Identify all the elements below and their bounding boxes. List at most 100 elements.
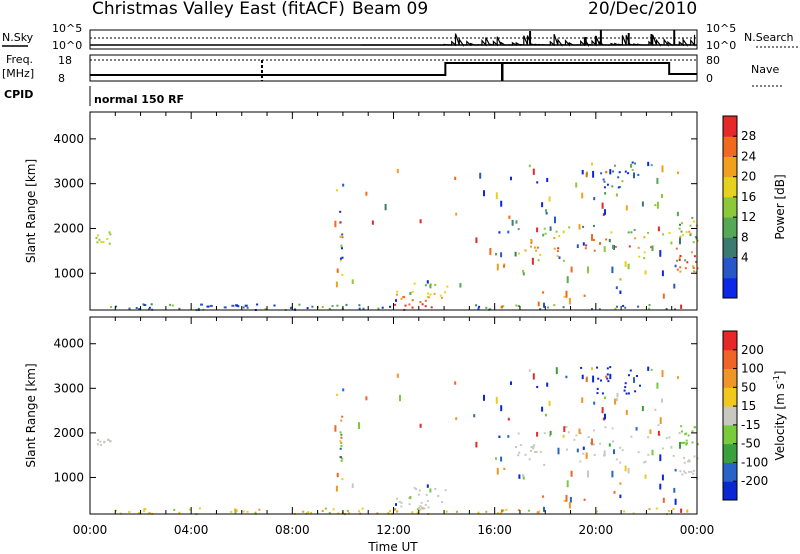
echo-cell	[510, 176, 512, 181]
echo-cell	[534, 246, 536, 249]
echo-cell	[495, 396, 498, 404]
colorbar-segment	[723, 368, 737, 388]
echo-cell	[615, 398, 618, 402]
echo-cell	[498, 231, 501, 234]
echo-cell	[695, 260, 697, 263]
colorbar-tick-label: 100	[741, 362, 764, 376]
echo-cell	[503, 467, 506, 471]
echo-cell	[242, 510, 245, 513]
y-tick-label: 2000	[53, 221, 84, 235]
echo-cell	[339, 221, 342, 224]
echo-cell	[605, 375, 608, 379]
echo-cell	[624, 386, 627, 389]
echo-cell	[563, 295, 566, 298]
echo-cell	[394, 507, 397, 510]
echo-cell	[522, 476, 525, 480]
echo-cell	[530, 241, 533, 244]
echo-cell	[477, 511, 480, 514]
echo-cell	[500, 200, 503, 207]
echo-cell	[696, 443, 699, 446]
echo-cell	[102, 241, 105, 244]
echo-cell	[178, 307, 181, 310]
echo-cell	[679, 470, 682, 473]
echo-cell	[562, 434, 565, 438]
echo-cell	[324, 507, 327, 510]
echo-cell	[543, 227, 546, 230]
echo-cell	[536, 431, 539, 437]
echo-cell	[627, 467, 630, 474]
echo-cell	[549, 434, 551, 437]
echo-cell	[628, 245, 631, 248]
nsearch-tick: 10^0	[706, 39, 736, 52]
echo-cell	[535, 249, 538, 252]
echo-cell	[342, 388, 345, 392]
echo-cell	[685, 231, 688, 234]
echo-cell	[142, 303, 145, 306]
colorbar-tick-label: 200	[741, 343, 764, 357]
echo-cell	[614, 398, 617, 405]
colorbar-label-sup: -1	[772, 375, 781, 383]
echo-cell	[362, 307, 365, 310]
nave-tick: 0	[706, 72, 713, 85]
echo-cell	[539, 450, 542, 453]
echo-cell	[596, 392, 599, 395]
echo-cell	[631, 161, 634, 164]
echo-cell	[148, 308, 151, 311]
echo-cell	[544, 232, 547, 235]
echo-cell	[673, 487, 676, 493]
echo-cell	[501, 509, 503, 513]
echo-cell	[643, 236, 646, 239]
echo-cell	[581, 374, 584, 380]
echo-cell	[639, 384, 641, 387]
echo-cell	[624, 465, 627, 472]
echo-cell	[424, 299, 427, 302]
colorbar-tick-label: 20	[741, 170, 756, 184]
echo-cell	[619, 482, 622, 485]
power-colorbar: Power [dB]	[722, 115, 787, 299]
echo-cell	[517, 228, 520, 231]
echo-cell	[99, 440, 102, 443]
echo-cell	[358, 510, 361, 513]
echo-cell	[394, 303, 397, 306]
echo-cell	[681, 430, 683, 433]
echo-cell	[692, 472, 695, 475]
colorbar-segment	[723, 217, 737, 238]
echo-cell	[536, 246, 539, 249]
echo-cell	[638, 255, 641, 258]
echo-cell	[575, 434, 578, 437]
echo-cell	[576, 448, 579, 453]
echo-cell	[445, 510, 448, 513]
echo-cell	[100, 241, 103, 243]
colorbar-segment	[723, 387, 737, 407]
echo-cell	[662, 497, 665, 503]
echo-cell	[600, 172, 603, 175]
echo-cell	[579, 432, 582, 435]
echo-cell	[518, 451, 521, 454]
echo-cell	[332, 508, 335, 511]
echo-cell	[536, 181, 539, 184]
echo-cell	[630, 231, 633, 234]
echo-cell	[554, 216, 556, 224]
echo-cell	[565, 494, 568, 502]
echo-cell	[427, 296, 430, 299]
echo-cell	[419, 423, 422, 428]
echo-cell	[409, 496, 412, 500]
echo-cell	[637, 173, 640, 176]
echo-cell	[679, 255, 682, 257]
colorbar-segment	[723, 156, 737, 178]
echo-cell	[587, 470, 589, 478]
echo-cell	[674, 468, 677, 472]
echo-cell	[256, 303, 259, 306]
colorbar-tick-label: 50	[741, 380, 756, 394]
echo-cell	[609, 366, 612, 369]
echo-cell	[103, 441, 106, 444]
echo-cell	[692, 241, 695, 244]
echo-cell	[398, 500, 401, 503]
echo-cell	[657, 424, 660, 427]
echo-cell	[625, 392, 628, 395]
echo-cell	[627, 392, 630, 395]
echo-cell	[107, 438, 110, 441]
velocity-colorbar: Velocity [m s-1]	[722, 330, 787, 501]
echo-cell	[644, 460, 647, 463]
echo-cell	[501, 305, 503, 309]
